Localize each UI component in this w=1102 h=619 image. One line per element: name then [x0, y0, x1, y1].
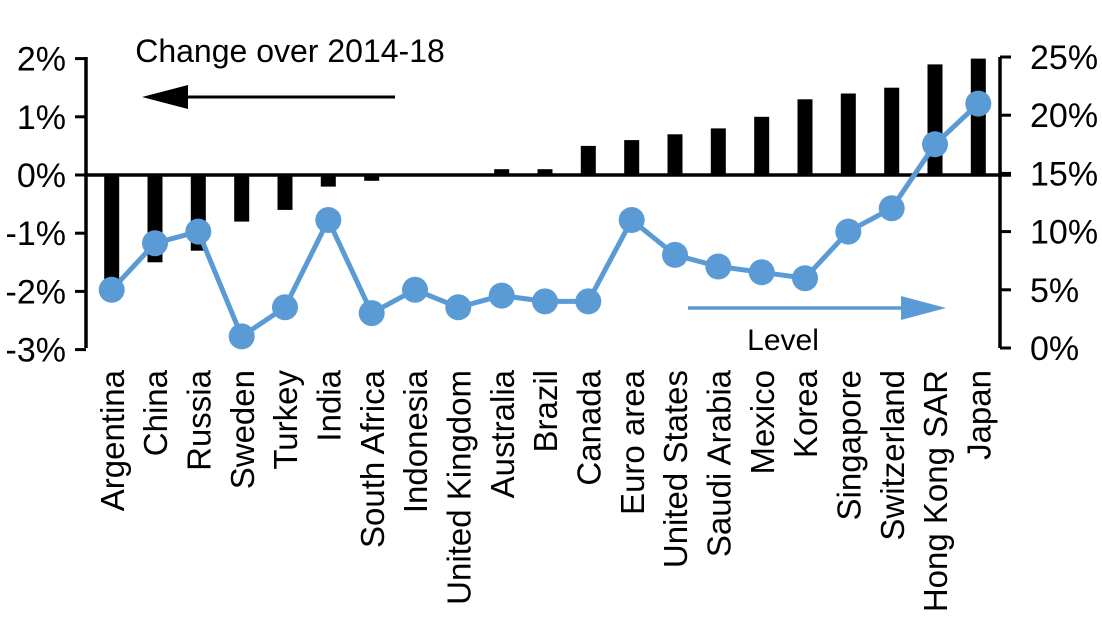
right-axis-tick-label: 25% — [1030, 39, 1098, 77]
level-marker-australia — [488, 282, 515, 309]
x-axis-label-australia: Australia — [484, 369, 521, 498]
level-marker-russia — [185, 218, 212, 245]
x-axis-label-mexico: Mexico — [744, 370, 781, 475]
x-axis-label-hong-kong-sar: Hong Kong SAR — [917, 370, 954, 612]
level-marker-turkey — [272, 294, 298, 321]
bar-sweden — [234, 175, 250, 222]
x-axis-label-united-kingdom: United Kingdom — [441, 370, 478, 605]
level-marker-euro-area — [618, 207, 645, 233]
bar-hong-kong-sar — [927, 64, 943, 175]
x-axis-label-switzerland: Switzerland — [874, 370, 911, 541]
left-axis-tick-label: -2% — [6, 273, 66, 311]
bar-argentina — [104, 175, 120, 280]
x-axis-label-south-africa: South Africa — [354, 369, 391, 548]
x-axis-label-turkey: Turkey — [267, 370, 304, 470]
bar-korea — [797, 99, 813, 175]
x-axis-label-indonesia: Indonesia — [397, 369, 434, 513]
left-axis-tick-label: 1% — [17, 99, 66, 137]
bar-saudi-arabia — [710, 128, 726, 175]
bar-united-states — [667, 134, 683, 175]
level-marker-indonesia — [402, 276, 428, 303]
level-marker-canada — [575, 288, 602, 315]
bar-south-africa — [364, 175, 380, 181]
level-marker-south-africa — [358, 300, 385, 327]
level-marker-singapore — [835, 218, 862, 245]
x-axis-label-india: India — [311, 369, 348, 441]
level-marker-china — [142, 230, 168, 257]
level-marker-brazil — [532, 288, 558, 315]
x-axis-label-russia: Russia — [181, 369, 218, 471]
right-axis-tick-label: 10% — [1030, 214, 1098, 252]
right-axis-tick-label: 5% — [1030, 272, 1079, 310]
x-axis-label-argentina: Argentina — [94, 369, 131, 511]
left-axis-tick-label: -1% — [6, 215, 66, 253]
right-axis-tick-label: 0% — [1030, 330, 1079, 368]
bar-turkey — [277, 175, 293, 210]
level-marker-mexico — [748, 259, 775, 286]
x-axis-label-singapore: Singapore — [831, 370, 868, 520]
bar-japan — [970, 58, 986, 175]
right-axis-tick-label: 15% — [1030, 155, 1098, 193]
x-axis-label-china: China — [137, 369, 174, 456]
bar-mexico — [754, 116, 770, 175]
x-axis-label-canada: Canada — [571, 369, 608, 485]
level-marker-sweden — [228, 323, 255, 350]
x-axis-label-euro-area: Euro area — [614, 369, 651, 515]
right-arrow-icon — [901, 296, 946, 320]
left-axis-tick-label: 2% — [17, 41, 66, 79]
level-marker-india — [315, 207, 342, 233]
bar-brazil — [537, 169, 553, 175]
bar-singapore — [840, 93, 856, 175]
level-marker-argentina — [98, 276, 125, 303]
level-marker-united-states — [662, 241, 688, 268]
x-axis-label-brazil: Brazil — [527, 370, 564, 453]
bar-australia — [494, 169, 510, 175]
bar-euro-area — [624, 140, 640, 175]
level-marker-japan — [965, 90, 992, 117]
bar-india — [320, 175, 336, 187]
x-axis-label-saudi-arabia: Saudi Arabia — [701, 369, 738, 557]
right-axis-tick-label: 20% — [1030, 97, 1098, 135]
level-marker-united-kingdom — [445, 294, 472, 321]
x-axis-label-korea: Korea — [787, 369, 824, 458]
level-marker-saudi-arabia — [705, 253, 732, 280]
line-series-label: Level — [747, 324, 819, 357]
left-axis-tick-label: 0% — [17, 157, 66, 195]
x-axis-label-japan: Japan — [961, 370, 998, 460]
x-axis-label-united-states: United States — [657, 370, 694, 568]
level-marker-switzerland — [878, 195, 905, 222]
bar-series-label: Change over 2014-18 — [135, 33, 445, 69]
bar-canada — [580, 145, 596, 175]
left-arrow-icon — [142, 85, 188, 109]
level-marker-hong-kong-sar — [922, 131, 948, 158]
level-marker-korea — [792, 265, 818, 292]
left-axis-tick-label: -3% — [6, 332, 66, 370]
bar-switzerland — [884, 87, 900, 175]
x-axis-label-sweden: Sweden — [224, 370, 261, 489]
